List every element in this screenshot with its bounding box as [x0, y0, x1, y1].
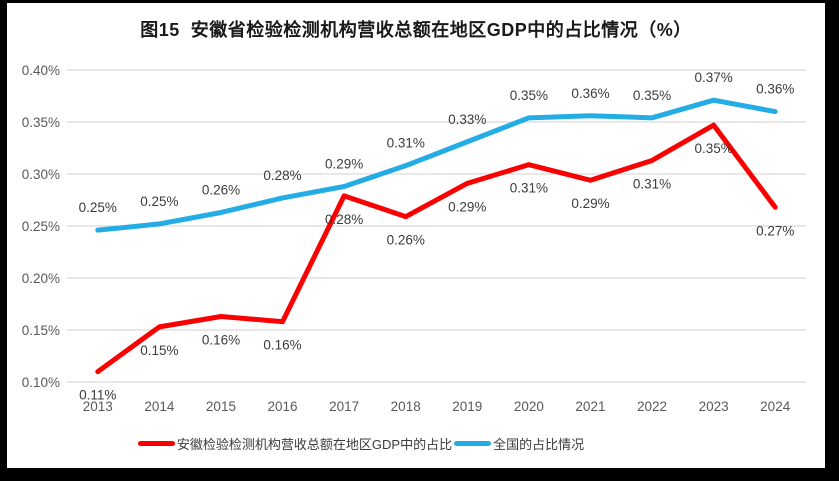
data-label-anhui: 0.31%: [633, 176, 671, 191]
data-label-national: 0.36%: [571, 86, 609, 101]
x-axis-tick-label: 2017: [329, 399, 359, 414]
x-axis-tick-label: 2023: [699, 399, 729, 414]
legend-item-national: 全国的占比情况: [454, 434, 584, 453]
x-axis-tick-label: 2021: [575, 399, 605, 414]
y-axis-tick-label: 0.35%: [22, 115, 60, 130]
y-axis-tick-label: 0.40%: [22, 63, 60, 78]
data-label-anhui: 0.11%: [79, 388, 116, 403]
data-label-national: 0.35%: [633, 88, 671, 103]
x-axis-tick-label: 2022: [637, 399, 667, 414]
y-axis-tick-label: 0.15%: [22, 323, 60, 338]
x-axis-tick-label: 2013: [83, 399, 113, 414]
data-label-national: 0.31%: [387, 136, 425, 151]
x-axis-tick-label: 2014: [144, 399, 175, 414]
chart-canvas: 图15 安徽省检验检测机构营收总额在地区GDP中的占比情况（%） 0.10% 0.…: [7, 3, 825, 468]
data-label-national: 0.29%: [325, 156, 363, 171]
data-label-anhui: 0.15%: [140, 343, 178, 358]
legend: 安徽检验检测机构营收总额在地区GDP中的占比 全国的占比情况: [7, 434, 770, 453]
legend-blue-line-swatch: [454, 441, 492, 446]
x-axis-tick-label: 2020: [514, 399, 544, 414]
chart-title: 图15 安徽省检验检测机构营收总额在地区GDP中的占比情况（%）: [140, 20, 692, 40]
data-label-national: 0.26%: [202, 182, 240, 197]
y-axis-tick-label: 0.25%: [22, 219, 60, 234]
data-label-national: 0.25%: [140, 194, 178, 209]
y-axis-tick-label: 0.20%: [22, 271, 60, 286]
legend-item-anhui: 安徽检验检测机构营收总额在地区GDP中的占比: [137, 434, 453, 453]
legend-label-national: 全国的占比情况: [493, 437, 585, 452]
data-label-anhui: 0.31%: [510, 181, 548, 196]
data-label-anhui: 0.29%: [448, 199, 486, 214]
series-line-anhui: [95, 122, 778, 375]
x-axis-tick-label: 2015: [206, 399, 236, 414]
data-label-anhui: 0.35%: [694, 141, 732, 156]
legend-red-line-swatch: [137, 441, 175, 446]
x-axis-tick-label: 2018: [391, 399, 421, 414]
data-label-anhui: 0.16%: [263, 338, 301, 353]
data-label-national: 0.37%: [694, 70, 732, 85]
data-label-anhui: 0.28%: [325, 212, 363, 227]
data-label-national: 0.25%: [79, 200, 117, 215]
x-axis-tick-label: 2016: [268, 399, 298, 414]
plot-area: 0.10% 0.15% 0.20% 0.25% 0.30% 0.35% 0.40% 2013 2…: [22, 63, 806, 414]
data-label-anhui: 0.16%: [202, 332, 240, 347]
data-label-national: 0.33%: [448, 112, 486, 127]
y-axis-tick-label: 0.10%: [22, 375, 60, 390]
series-line-national: [95, 97, 778, 233]
x-axis-tick-label: 2024: [760, 399, 791, 414]
data-label-anhui: 0.26%: [387, 233, 425, 248]
data-label-national: 0.28%: [263, 168, 301, 183]
data-label-national: 0.36%: [756, 82, 794, 97]
legend-label-anhui: 安徽检验检测机构营收总额在地区GDP中的占比: [176, 437, 453, 452]
x-axis-tick-label: 2019: [452, 399, 482, 414]
y-axis-tick-label: 0.30%: [22, 167, 60, 182]
data-label-anhui: 0.27%: [756, 223, 794, 238]
data-label-national: 0.35%: [510, 88, 548, 103]
data-label-anhui: 0.29%: [571, 196, 609, 211]
